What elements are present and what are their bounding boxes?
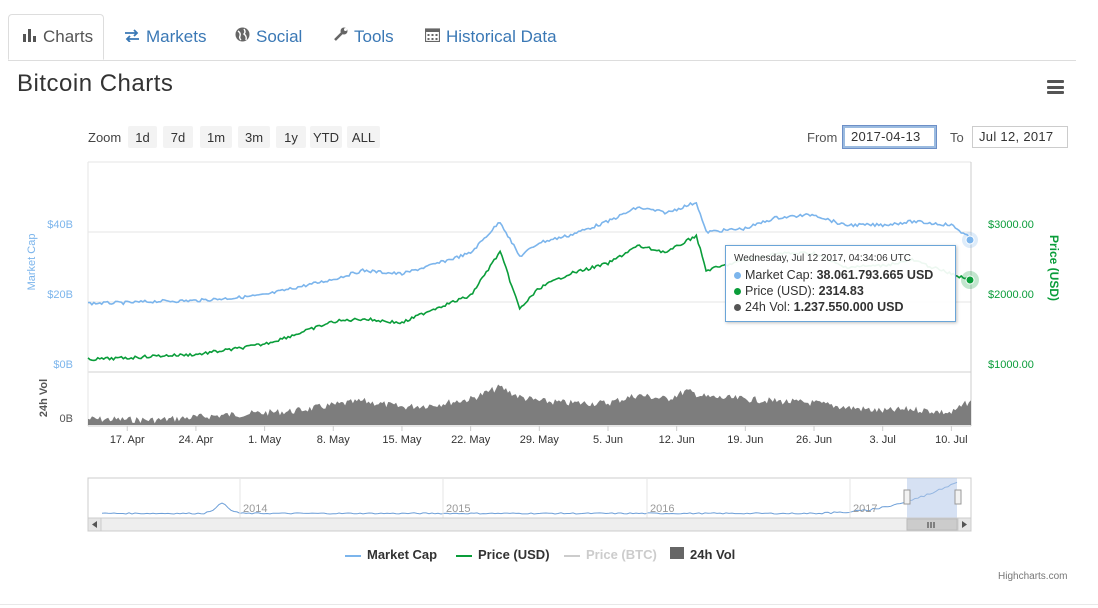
navigator-handle-left[interactable] [903,489,911,505]
tab-social[interactable]: Social [235,14,302,59]
tab-label: Tools [354,26,394,46]
square-swatch-icon [670,547,684,562]
market-cap-line [88,201,972,306]
navigator-line [101,481,958,515]
tab-historical-data[interactable]: Historical Data [424,14,557,59]
x-tick-label: 17. Apr [110,434,145,446]
x-tick-label: 8. May [317,434,351,446]
x-tick-label: 22. May [451,434,491,446]
x-tick-label: 19. Jun [727,434,763,446]
market-cap-tick-label: $40B [47,219,73,231]
wrench-icon [333,27,348,47]
tab-label: Historical Data [446,26,557,46]
x-tick-label: 1. May [248,434,282,446]
navigator: 2014 2015 2016 2017 [101,478,958,518]
axes: 17. Apr 24. Apr 1. May 8. May 15. May 22. May… [47,219,1034,446]
navigator-year-label: 2016 [650,503,674,515]
navigator-year-label: 2015 [446,503,470,515]
market-cap-tick-label: $20B [47,289,73,301]
price-tick-label: $3000.00 [988,219,1034,231]
globe-icon [235,27,250,47]
tab-label: Markets [146,26,207,46]
volume-dot-icon [734,304,741,311]
zoom-button-1d[interactable]: 1d [128,126,157,148]
zoom-button-1m[interactable]: 1m [200,126,232,148]
tab-charts[interactable]: Charts [8,14,104,60]
market-cap-dot-icon [734,272,741,279]
from-date-input[interactable]: 2017-04-13 [842,125,937,149]
to-date-input[interactable]: Jul 12, 2017 [972,126,1068,148]
zoom-button-7d[interactable]: 7d [163,126,193,148]
price-hover-point [965,275,975,285]
x-tick-label: 5. Jun [593,434,623,446]
x-tick-label: 29. May [520,434,560,446]
tooltip-date: Wednesday, Jul 12 2017, 04:34:06 UTC [734,253,911,264]
price-dot-icon [734,288,741,295]
scrollbar-thumb[interactable] [906,518,958,531]
tab-label: Social [256,26,303,46]
tooltip-row-market-cap: Market Cap: 38.061.793.665 USD [734,267,947,283]
navigator-selection[interactable] [907,478,957,518]
x-tick-label: 10. Jul [935,434,967,446]
price-axis-title: Price (USD) [1047,235,1061,301]
to-label: To [950,130,964,145]
x-tick-label: 12. Jun [659,434,695,446]
legend-price-usd[interactable]: Price (USD) [456,547,550,562]
arrow-right-icon [962,521,967,528]
tooltip-row-volume: 24h Vol: 1.237.550.000 USD [734,299,947,315]
price-tick-label: $1000.00 [988,359,1034,371]
market-cap-series [88,201,972,306]
volume-tick-label: 0B [60,413,73,425]
line-swatch-icon [345,547,361,562]
zoom-button-ytd[interactable]: YTD [310,126,342,148]
chart-tooltip: Wednesday, Jul 12 2017, 04:34:06 UTC Mar… [725,245,956,322]
zoom-label: Zoom [88,130,122,145]
zoom-button-3m[interactable]: 3m [238,126,270,148]
legend-price-btc[interactable]: Price (BTC) [564,547,657,562]
x-tick-label: 24. Apr [178,434,213,446]
x-tick-label: 26. Jun [796,434,832,446]
volume-series [88,384,971,425]
legend-market-cap[interactable]: Market Cap [345,547,437,562]
bar-chart-icon [23,27,37,47]
market-cap-tick-label: $0B [53,359,73,371]
legend-24h-vol[interactable]: 24h Vol [670,547,735,562]
zoom-button-all[interactable]: ALL [347,126,380,148]
page-title: Bitcoin Charts [17,70,174,97]
navigator-handle-right[interactable] [954,489,962,505]
line-swatch-icon [564,547,580,562]
scrollbar-track[interactable] [87,517,972,532]
navigator-year-label: 2017 [853,503,877,515]
tab-bar: Charts Markets Social Tools Historical D… [8,14,1076,61]
price-tick-label: $2000.00 [988,289,1034,301]
divider [0,604,1098,605]
x-tick-label: 15. May [382,434,422,446]
navigator-year-label: 2014 [243,503,267,515]
volume-axis-title: 24h Vol [38,379,50,417]
line-swatch-icon [456,547,472,562]
market-cap-axis-title: Market Cap [26,234,38,291]
market-cap-hover-point [965,235,975,245]
from-label: From [807,130,838,145]
exchange-arrows-icon [124,27,140,47]
highcharts-credits[interactable]: Highcharts.com [998,571,1068,582]
tab-tools[interactable]: Tools [333,14,394,59]
hamburger-menu-icon[interactable] [1047,80,1064,94]
zoom-button-1y[interactable]: 1y [276,126,306,148]
tab-label: Charts [43,27,94,46]
volume-area [88,384,971,425]
tab-markets[interactable]: Markets [124,14,206,59]
calendar-icon [424,27,441,47]
x-tick-label: 3. Jul [870,434,896,446]
arrow-left-icon [92,521,97,528]
grip-icon [927,522,935,528]
tooltip-row-price: Price (USD): 2314.83 [734,283,947,299]
